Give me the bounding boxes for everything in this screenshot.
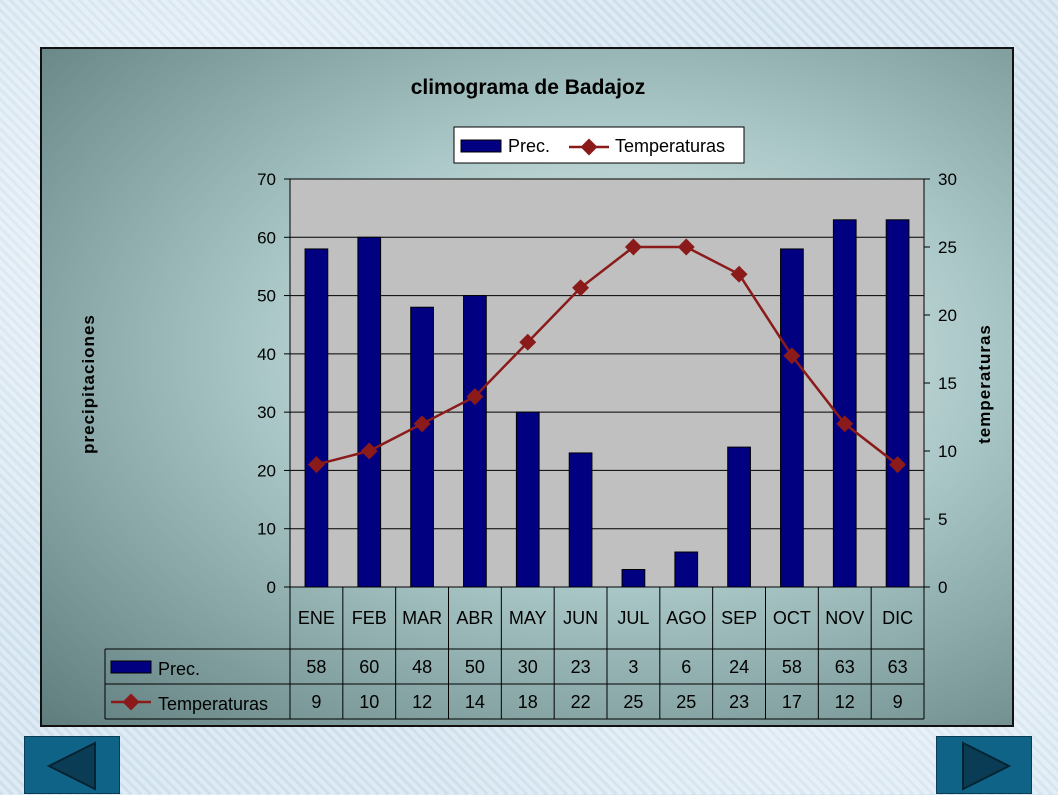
temperature-marker <box>624 238 642 256</box>
bar <box>832 219 857 588</box>
table-cell-prec: 6 <box>681 657 691 677</box>
table-key-prec-swatch <box>110 660 152 674</box>
y2-tick-label: 20 <box>938 306 957 325</box>
line-series <box>307 238 907 474</box>
table-cell-temp: 25 <box>623 692 643 712</box>
temperature-marker <box>360 442 378 460</box>
table-cell-temp: 10 <box>359 692 379 712</box>
bar <box>885 219 910 588</box>
y-tick-label: 50 <box>257 287 276 306</box>
table-cell-temp: 9 <box>311 692 321 712</box>
legend-temp-marker <box>580 138 598 156</box>
temperature-marker <box>572 279 590 297</box>
temperature-marker <box>783 347 801 365</box>
table-cell-prec: 58 <box>782 657 802 677</box>
plot-area <box>289 178 925 588</box>
y2-tick-label: 15 <box>938 374 957 393</box>
temperature-marker <box>889 456 907 474</box>
table-cell-temp: 17 <box>782 692 802 712</box>
chart-frame: climograma de Badajoz Prec. Temperaturas… <box>40 47 1014 727</box>
table-cell-prec: 3 <box>628 657 638 677</box>
x-tick-label: MAR <box>402 608 442 628</box>
climograph-chart: climograma de Badajoz Prec. Temperaturas… <box>79 76 994 720</box>
table-cell-temp: 14 <box>465 692 485 712</box>
table-key-temp-marker <box>122 693 140 711</box>
legend-prec-label: Prec. <box>508 136 550 156</box>
table-cell-prec: 23 <box>571 657 591 677</box>
y2-tick-label: 25 <box>938 238 957 257</box>
bar <box>780 248 804 588</box>
grid-lines <box>290 178 924 530</box>
temperature-marker <box>519 333 537 351</box>
table-row-label-prec: Prec. <box>158 659 200 679</box>
x-tick-label: FEB <box>352 608 387 628</box>
table-cell-prec: 48 <box>412 657 432 677</box>
temperature-marker <box>307 456 325 474</box>
y-tick-label: 30 <box>257 403 276 422</box>
table-cell-prec: 63 <box>888 657 908 677</box>
table-cell-prec: 50 <box>465 657 485 677</box>
x-tick-label: JUN <box>563 608 598 628</box>
table-cell-temp: 25 <box>676 692 696 712</box>
table-cell-temp: 23 <box>729 692 749 712</box>
y2-tick-label: 30 <box>938 170 957 189</box>
left-arrow-icon <box>46 741 96 791</box>
y-tick-label: 20 <box>257 461 276 480</box>
temperature-marker <box>730 265 748 283</box>
legend-box <box>453 126 745 164</box>
bar <box>621 569 646 588</box>
x-tick-label: SEP <box>721 608 757 628</box>
table-cell-temp: 22 <box>571 692 591 712</box>
legend-prec-swatch <box>460 139 502 153</box>
temperature-line <box>316 245 899 466</box>
table-cell-prec: 30 <box>518 657 538 677</box>
temperature-marker <box>413 415 431 433</box>
x-tick-label: JUL <box>617 608 649 628</box>
bar <box>515 411 540 588</box>
temperature-marker <box>466 388 484 406</box>
table-cell-prec: 24 <box>729 657 749 677</box>
y-tick-label: 10 <box>257 520 276 539</box>
previous-slide-button[interactable] <box>24 736 120 794</box>
data-table: ENE 58 9 FEB 60 10 MAR 48 12 ABR 50 14 MAY 30 18 JUN 23 2… <box>104 587 925 720</box>
table-cell-temp: 12 <box>835 692 855 712</box>
y-tick-label: 40 <box>257 345 276 364</box>
table-cell-temp: 12 <box>412 692 432 712</box>
temperature-marker <box>677 238 695 256</box>
x-tick-label: OCT <box>773 608 811 628</box>
y2-tick-label: 0 <box>938 578 947 597</box>
bar <box>304 248 329 588</box>
y2-tick-label: 10 <box>938 442 957 461</box>
table-row-label-temp: Temperaturas <box>158 694 268 714</box>
y-tick-label: 0 <box>267 578 276 597</box>
bar <box>410 306 434 588</box>
bar <box>463 295 487 588</box>
bar <box>568 452 593 588</box>
next-slide-button[interactable] <box>936 736 1032 794</box>
x-tick-label: NOV <box>825 608 864 628</box>
table-cell-temp: 9 <box>893 692 903 712</box>
y2-axis-label: temperaturas <box>975 324 994 444</box>
x-tick-label: DIC <box>882 608 913 628</box>
bar <box>727 446 751 588</box>
x-tick-label: AGO <box>666 608 706 628</box>
bar <box>674 551 699 588</box>
temperature-marker <box>836 415 854 433</box>
x-tick-label: ABR <box>456 608 493 628</box>
table-cell-prec: 58 <box>306 657 326 677</box>
table-cell-temp: 18 <box>518 692 538 712</box>
y-axis-label: precipitaciones <box>79 314 98 454</box>
table-cell-prec: 63 <box>835 657 855 677</box>
chart-title: climograma de Badajoz <box>411 76 646 99</box>
bar <box>357 236 382 588</box>
legend-temp-label: Temperaturas <box>615 136 725 156</box>
y2-tick-label: 5 <box>938 510 947 529</box>
x-tick-label: MAY <box>509 608 547 628</box>
y-tick-label: 70 <box>257 170 276 189</box>
x-tick-label: ENE <box>298 608 335 628</box>
y-tick-label: 60 <box>257 228 276 247</box>
table-cell-prec: 60 <box>359 657 379 677</box>
legend: Prec. Temperaturas <box>453 126 745 164</box>
right-arrow-icon <box>962 741 1012 791</box>
